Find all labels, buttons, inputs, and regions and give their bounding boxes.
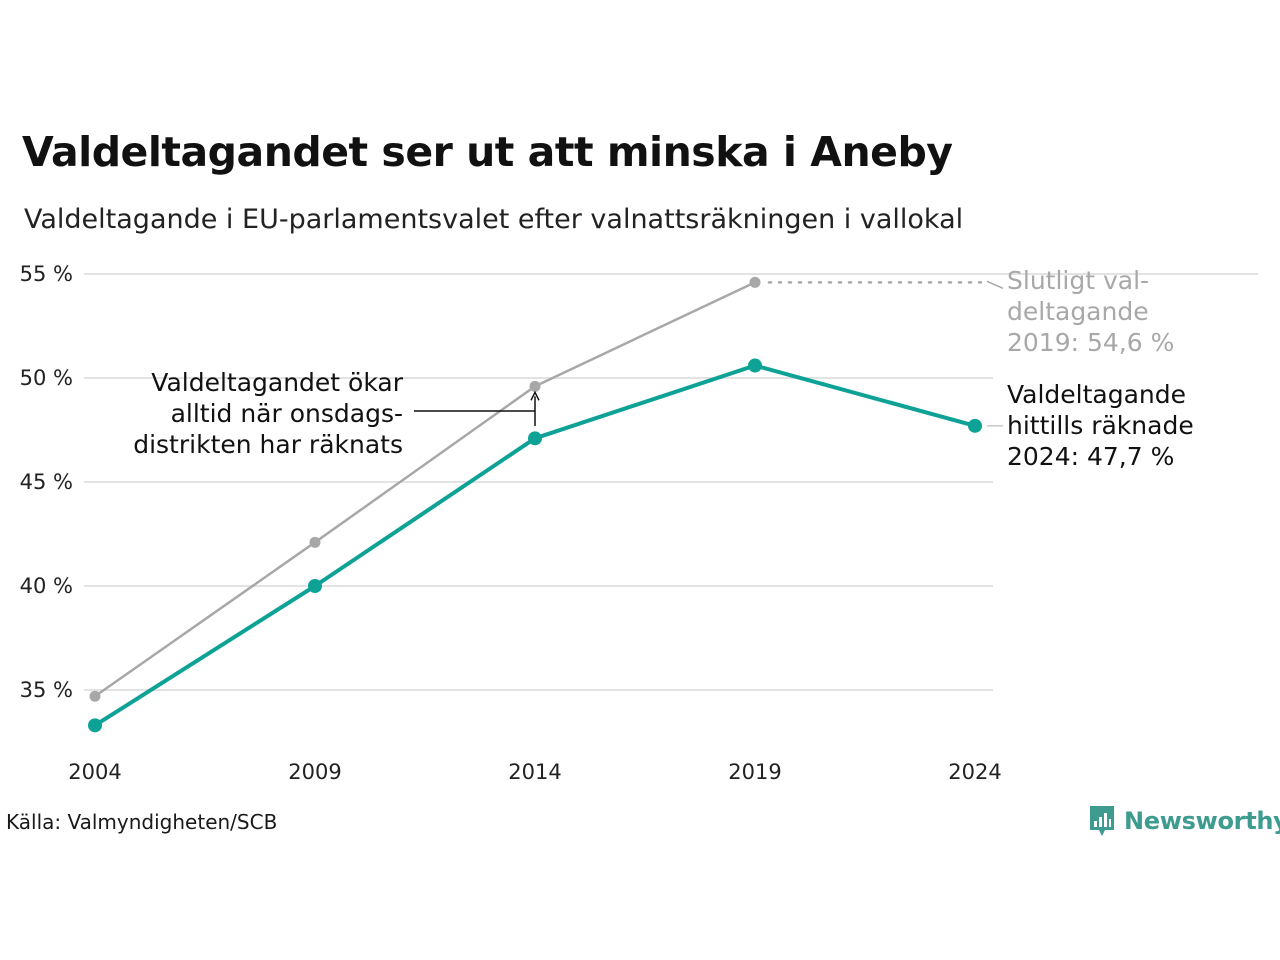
final-turnout-label-line: deltagande [1007, 297, 1149, 326]
y-tick-label: 55 % [20, 262, 73, 286]
newsworthy-logo-icon [1090, 806, 1114, 836]
gridlines [84, 273, 1258, 691]
note-label-line: Valdeltagandet ökar [151, 368, 403, 397]
counted-turnout-label-line: 2024: 47,7 % [1007, 442, 1174, 471]
x-tick-label: 2024 [948, 760, 1001, 784]
data-point-counted [528, 431, 542, 446]
final-turnout-label-line: 2019: 54,6 % [1007, 328, 1174, 357]
counted-turnout-label-line: Valdeltagande [1007, 380, 1186, 409]
chart-title: Valdeltagandet ser ut att minska i Aneby [22, 128, 953, 176]
note-label-line: alltid när onsdags- [171, 399, 403, 428]
data-point-final [529, 380, 541, 392]
final-leader-tick [986, 280, 1004, 290]
counted-turnout-label: Valdeltagande hittills räknade 2024: 47,7 … [1007, 380, 1194, 471]
data-point-counted [968, 418, 982, 433]
counted-turnout-label-line: hittills räknade [1007, 411, 1194, 440]
data-point-final [749, 276, 761, 288]
y-tick-label: 50 % [20, 366, 73, 390]
source-note: Källa: Valmyndigheten/SCB [6, 810, 278, 834]
y-tick-label: 45 % [20, 470, 73, 494]
y-tick-label: 40 % [20, 574, 73, 598]
note-label: Valdeltagandet ökar alltid när onsdags-di… [133, 368, 403, 459]
x-tick-label: 2009 [288, 760, 341, 784]
chart-subtitle: Valdeltagande i EU-parlamentsvalet efter… [24, 204, 964, 235]
data-point-counted [88, 718, 102, 733]
note-arrow-head [530, 390, 540, 401]
annotations: Slutligt val-deltagande 2019: 54,6 % Valde… [133, 266, 1193, 471]
x-tick-label: 2014 [508, 760, 561, 784]
series [88, 276, 982, 733]
data-point-counted [748, 358, 762, 373]
data-point-final [309, 536, 321, 548]
y-tick-label: 35 % [20, 678, 73, 702]
x-tick-label: 2019 [728, 760, 781, 784]
data-point-counted [308, 579, 322, 593]
final-turnout-label: Slutligt val-deltagande 2019: 54,6 % [1007, 266, 1174, 357]
x-axis-ticks: 2004 2009 2014 2019 2024 [68, 760, 1001, 784]
series-line-final [93, 281, 757, 698]
data-point-final [89, 690, 101, 702]
brand-name: Newsworthy [1124, 807, 1280, 835]
y-axis-ticks: 35 % 40 % 45 % 50 % 55 % [20, 262, 73, 702]
x-tick-label: 2004 [68, 760, 121, 784]
newsworthy-brand[interactable]: Newsworthy [1088, 804, 1280, 838]
final-turnout-label-line: Slutligt val- [1007, 266, 1149, 295]
note-label-line: distrikten har räknats [133, 430, 403, 459]
